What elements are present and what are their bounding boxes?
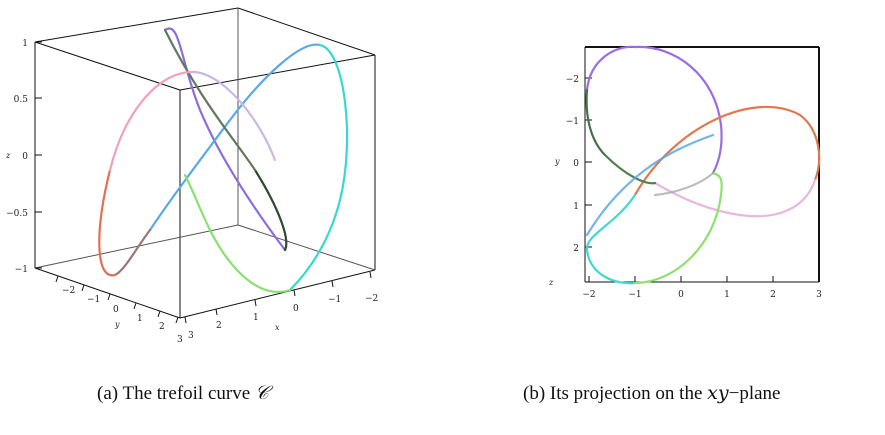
caption-a-symbol: 𝒞 xyxy=(254,382,269,404)
plot-frame xyxy=(584,46,820,283)
proj-x-tick-6: 3 xyxy=(816,290,822,300)
proj-y-tick-3: 0 xyxy=(573,159,579,169)
z-tick-2: 0.5 xyxy=(14,95,29,105)
caption-b: (b) Its projection on the xy−plane xyxy=(523,382,780,405)
x-tick-6: −2 xyxy=(365,294,378,304)
proj-strand-green xyxy=(603,153,657,185)
projected-curve xyxy=(585,45,821,285)
x-axis-label: x xyxy=(275,323,280,332)
proj-x-tick-3: 0 xyxy=(678,290,684,300)
proj-loop-right-lower xyxy=(653,178,817,218)
xy-projection-plot: −2 −1 0 1 2 y z −2 −1 0 1 2 3 xyxy=(548,45,822,300)
y-tick-1: −2 xyxy=(62,286,75,296)
curve-segment-cyan xyxy=(288,43,349,292)
curve-segment-green xyxy=(183,173,292,293)
x-tick-1: 3 xyxy=(188,331,194,341)
x-tick-2: 2 xyxy=(216,321,222,331)
z-tick-1: 1 xyxy=(22,39,28,49)
curve-segment-orange xyxy=(98,168,117,277)
proj-y-tick-1: −2 xyxy=(566,75,579,85)
proj-loop-top-left xyxy=(585,88,607,157)
z-tick-5: −1 xyxy=(15,265,28,275)
proj-x-tick-2: −1 xyxy=(628,290,641,300)
x-tick-5: −1 xyxy=(328,295,341,305)
x-tick-4: 0 xyxy=(293,304,299,314)
y-tick-5: 2 xyxy=(159,322,165,332)
proj-x-axis-ticks xyxy=(588,276,820,282)
caption-a: (a) The trefoil curve 𝒞 xyxy=(97,382,269,405)
z-tick-3: 0 xyxy=(22,152,28,162)
z-axis-label: z xyxy=(5,151,11,160)
y-tick-2: −1 xyxy=(87,295,100,305)
curve-segment-dark xyxy=(253,168,288,252)
proj-y-tick-4: 1 xyxy=(573,202,579,212)
y-axis-label: y xyxy=(114,320,120,329)
proj-strand-blue xyxy=(585,133,715,237)
curve-segment-pink xyxy=(108,70,197,172)
trefoil-3d-plot: 1 0.5 0 −0.5 −1 z −2 −1 0 1 2 3 y 3 2 1 … xyxy=(5,7,378,345)
trefoil-curve xyxy=(98,27,349,293)
proj-loop-bottom-right xyxy=(633,171,723,285)
proj-y-tick-5: 2 xyxy=(573,244,579,254)
curve-segment-olive xyxy=(163,28,257,172)
caption-b-suffix: −plane xyxy=(728,383,781,404)
curve-segment-blue xyxy=(148,43,322,232)
proj-strand-grey xyxy=(653,171,715,197)
proj-z-axis-label: z xyxy=(548,278,554,287)
x-axis-ticks xyxy=(184,271,372,324)
proj-y-tick-2: −1 xyxy=(566,117,579,127)
z-axis-ticks xyxy=(35,41,42,269)
proj-x-tick-1: −2 xyxy=(582,290,595,300)
y-tick-6: 3 xyxy=(177,335,183,345)
caption-b-text: (b) Its projection on the xyxy=(523,383,708,404)
x-tick-3: 1 xyxy=(253,313,259,323)
proj-x-tick-5: 2 xyxy=(770,290,776,300)
y-tick-4: 1 xyxy=(137,314,143,324)
proj-y-axis-label: y xyxy=(554,157,560,166)
curve-segment-grey xyxy=(113,228,152,277)
proj-loop-right-upper xyxy=(633,105,821,197)
caption-a-text: (a) The trefoil curve xyxy=(97,383,255,404)
proj-loop-top xyxy=(585,45,723,175)
y-axis-ticks xyxy=(55,275,179,324)
curve-segment-purple xyxy=(163,27,287,252)
curve-segment-lavender xyxy=(193,70,277,162)
caption-b-symbol: xy xyxy=(707,382,729,404)
bounding-box xyxy=(34,7,376,319)
z-tick-4: −0.5 xyxy=(6,209,28,219)
y-tick-3: 0 xyxy=(113,305,119,315)
proj-loop-bottom-left xyxy=(585,193,637,285)
proj-x-tick-4: 1 xyxy=(724,290,730,300)
